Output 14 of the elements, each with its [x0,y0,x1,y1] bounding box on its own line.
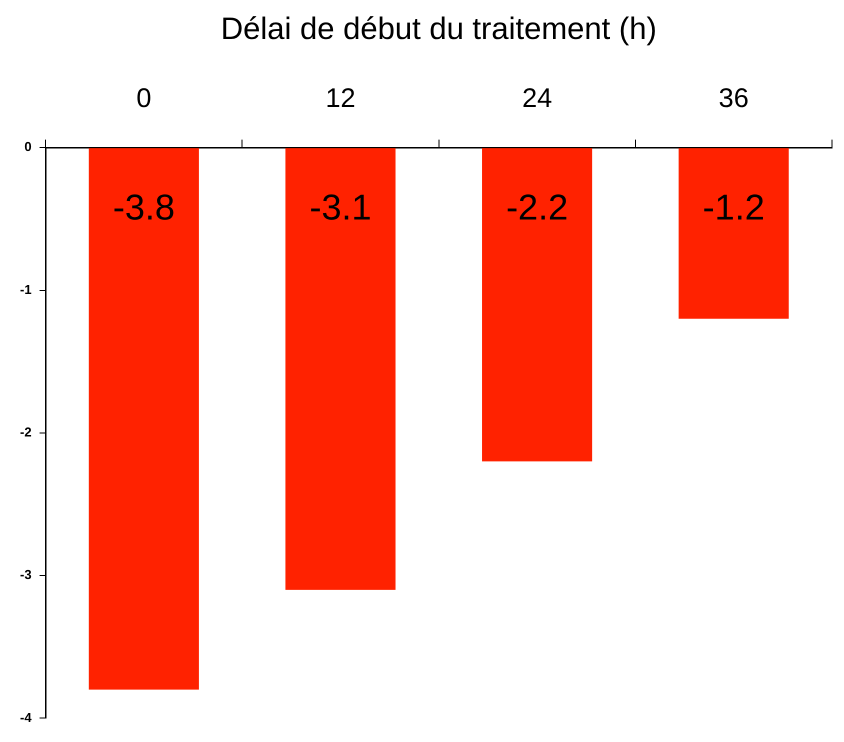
data-label: -2.2 [506,186,568,228]
y-tick-label: -3 [20,567,32,582]
data-label: -3.1 [309,186,372,228]
y-tick-label: 0 [24,139,32,154]
x-tick-label: 12 [325,82,356,113]
y-tick-label: -1 [20,282,32,297]
data-label: -1.2 [702,186,765,228]
x-tick-label: 36 [718,82,749,113]
x-axis-title: Délai de début du traitement (h) [220,11,657,46]
y-tick-label: -2 [20,424,32,440]
y-tick-label: -4 [20,710,32,725]
x-tick-label: 0 [136,82,152,113]
data-label: -3.8 [112,186,175,228]
x-tick-label: 24 [522,82,552,113]
